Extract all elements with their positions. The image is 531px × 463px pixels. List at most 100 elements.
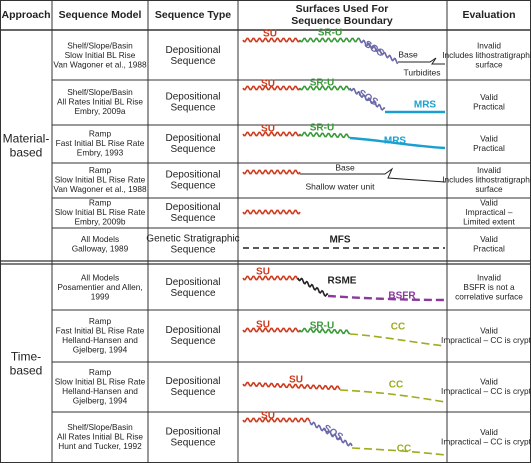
surface-label: RSME <box>328 276 357 287</box>
surface-line <box>297 277 329 298</box>
model-text: Shelf/Slope/Basin <box>67 87 133 97</box>
header: Sequence Boundary <box>291 15 393 27</box>
type-text: Depositional <box>165 45 220 56</box>
model-text: All Models <box>81 273 119 283</box>
model-text: Ramp <box>89 316 112 326</box>
model-text: Hunt and Tucker, 1992 <box>58 441 142 451</box>
surface-label: SOS <box>362 39 386 60</box>
surface-line <box>242 37 301 43</box>
model-text: Shelf/Slope/Basin <box>67 41 133 51</box>
type-text: Depositional <box>165 133 220 144</box>
surface-label: SR-U <box>310 321 334 332</box>
type-text: Sequence <box>170 387 215 398</box>
model-text: Ramp <box>89 367 112 377</box>
evaluation-text: Limited extent <box>463 217 515 227</box>
type-text: Depositional <box>165 427 220 438</box>
type-text: Sequence <box>170 288 215 299</box>
header: Approach <box>1 9 50 21</box>
surface-label: SR-U <box>318 28 342 39</box>
surface-line <box>242 381 341 391</box>
evaluation-text: Valid <box>480 325 498 335</box>
model-text: Ramp <box>89 165 112 175</box>
model-text: Slow Initial BL Rise <box>65 50 136 60</box>
type-text: Depositional <box>165 92 220 103</box>
surface-label: SU <box>261 79 275 90</box>
header: Surfaces Used For <box>296 3 389 15</box>
model-text: Embry, 2009a <box>74 106 125 116</box>
type-text: Sequence <box>170 438 215 449</box>
model-text: Slow Initial BL Rise Rate <box>55 207 146 217</box>
surface-line <box>242 85 301 91</box>
type-text: Sequence <box>170 56 215 67</box>
surface-line <box>398 57 445 65</box>
evaluation-text: Practical <box>473 143 505 153</box>
evaluation-text: Valid <box>480 427 498 437</box>
evaluation-text: Includes lithostratigraphic <box>442 50 531 60</box>
type-text: Depositional <box>165 170 220 181</box>
model-text: Ramp <box>89 129 112 139</box>
surface-line <box>300 167 446 183</box>
evaluation-text: Impractical – CC is cryptic <box>441 335 531 345</box>
surface-line <box>349 87 386 111</box>
evaluation-text: Impractical – CC is cryptic <box>441 436 531 446</box>
evaluation-text: BSFR is not a <box>463 282 515 292</box>
model-text: 1999 <box>91 292 110 302</box>
evaluation-text: Invalid <box>477 165 501 175</box>
header: Sequence Type <box>155 9 231 21</box>
surface-line <box>359 39 399 65</box>
surface-label: SU <box>263 29 277 40</box>
surface-line <box>242 417 311 423</box>
evaluation-text: Includes lithostratigraphic <box>442 175 531 185</box>
model-text: Slow Initial BL Rise Rate <box>55 376 146 386</box>
type-text: Sequence <box>170 245 215 256</box>
surface-line <box>327 294 446 302</box>
surface-line <box>349 333 446 347</box>
surface-label: Shallow water unit <box>306 181 376 191</box>
type-text: Depositional <box>165 325 220 336</box>
evaluation-text: Valid <box>480 198 498 208</box>
surface-line <box>299 131 351 139</box>
surface-line <box>242 131 301 137</box>
model-text: Gjelberg, 1994 <box>73 344 128 354</box>
surface-label: MFS <box>329 235 350 246</box>
model-text: Fast Initial BL Rise Rate <box>56 325 145 335</box>
model-text: Embry, 2009b <box>74 217 125 227</box>
surface-line <box>299 37 361 43</box>
surface-label: SU <box>289 375 303 386</box>
evaluation-text: Impractical – CC is cryptic <box>441 386 531 396</box>
surface-label: CC <box>391 322 405 333</box>
surface-label: SR-U <box>310 123 334 134</box>
model-text: Galloway, 1989 <box>72 243 129 253</box>
model-text: Embry, 1993 <box>77 148 124 158</box>
evaluation-text: Practical <box>473 243 505 253</box>
type-text: Sequence <box>170 213 215 224</box>
type-text: Depositional <box>165 202 220 213</box>
evaluation-text: Valid <box>480 234 498 244</box>
type-text: Genetic Stratigraphic <box>146 234 239 245</box>
surface-label: MRS <box>384 136 407 147</box>
surface-line <box>339 389 446 403</box>
model-text: Slow Initial BL Rise Rate <box>55 175 146 185</box>
header: Evaluation <box>462 9 515 21</box>
evaluation-text: surface <box>475 60 503 70</box>
approach-label: Time- <box>11 350 41 364</box>
model-text: Ramp <box>89 198 112 208</box>
type-text: Depositional <box>165 376 220 387</box>
type-text: Depositional <box>165 277 220 288</box>
evaluation-text: Practical <box>473 101 505 111</box>
surface-label: SU <box>261 411 275 422</box>
model-text: Helland-Hansen and <box>62 386 138 396</box>
surface-label: CC <box>397 444 411 455</box>
evaluation-text: correlative surface <box>455 292 523 302</box>
surface-line <box>242 209 301 215</box>
approach-label: based <box>10 364 43 378</box>
surface-line <box>349 136 446 150</box>
type-text: Sequence <box>170 103 215 114</box>
type-text: Sequence <box>170 336 215 347</box>
surface-label: SU <box>256 267 270 278</box>
surface-line <box>309 421 353 447</box>
approach-label: Material- <box>3 132 50 146</box>
type-text: Sequence <box>170 144 215 155</box>
model-text: Gjelberg, 1994 <box>73 395 128 405</box>
